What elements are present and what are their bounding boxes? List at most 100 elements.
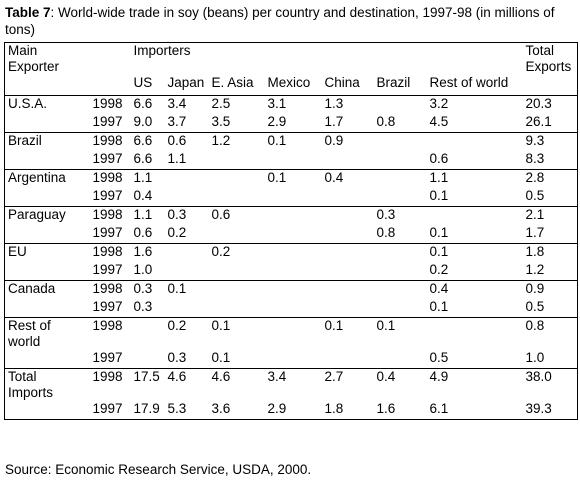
value-cell	[321, 243, 374, 262]
value-cell: 0.1	[429, 299, 449, 314]
value-cell: 0.2	[208, 243, 265, 262]
value-cell: 2.5	[208, 95, 265, 114]
value-cell: 0.8	[376, 114, 396, 129]
value-cell: 3.2	[426, 95, 523, 114]
year-cell: 1997	[92, 350, 123, 365]
value-cell: 9.0	[133, 114, 153, 129]
header-cell	[86, 75, 131, 96]
value-cell: 0.3	[164, 206, 209, 225]
value-cell: 0.1	[429, 225, 449, 240]
value-cell: 0.4	[426, 280, 523, 299]
source-note: Source: Economic Research Service, USDA,…	[5, 462, 312, 477]
year-cell: 1998	[86, 169, 131, 188]
value-cell: 17.5	[130, 368, 165, 401]
value-cell	[264, 206, 322, 225]
year-cell: 1997	[92, 151, 123, 166]
exporter-cell	[5, 299, 87, 318]
value-cell	[264, 317, 322, 350]
value-cell: 1.2	[525, 262, 545, 277]
value-cell: 0.3	[373, 206, 427, 225]
value-cell: 2.9	[267, 401, 287, 416]
value-cell: 0.3	[133, 299, 153, 314]
value-cell: 4.6	[164, 368, 209, 401]
value-cell: 0.6	[133, 225, 153, 240]
value-cell: 1.6	[130, 243, 165, 262]
value-cell	[165, 299, 209, 318]
value-cell: 1.8	[324, 401, 344, 416]
exporter-cell: Canada	[4, 280, 87, 299]
value-cell: 0.4	[321, 169, 374, 188]
value-cell: 2.8	[522, 169, 578, 188]
exporter-cell: U.S.A.	[4, 95, 87, 114]
value-cell	[264, 243, 322, 262]
exporter-cell: Total Imports	[4, 368, 87, 401]
value-cell	[322, 188, 374, 207]
value-cell: 5.3	[167, 401, 187, 416]
value-cell	[265, 188, 322, 207]
value-cell: 26.1	[525, 114, 552, 129]
value-cell: 20.3	[522, 95, 578, 114]
data-row: 1997 0.3 0.1 0.5 1.0	[5, 350, 578, 369]
value-cell: 1.7	[324, 114, 344, 129]
value-cell: 3.4	[264, 368, 322, 401]
value-cell: 0.5	[429, 350, 449, 365]
data-row: EU 1998 1.6 0.2 0.1 1.8	[4, 243, 578, 262]
value-cell: 2.7	[321, 368, 374, 401]
value-cell: 0.1	[426, 243, 523, 262]
exporter-cell	[5, 401, 87, 420]
value-cell	[322, 151, 374, 170]
value-cell	[164, 169, 209, 188]
column-header: Mexico	[264, 75, 322, 96]
value-cell: 6.6	[130, 95, 165, 114]
exporter-cell	[5, 225, 87, 244]
data-row: 1997 0.3 0.1 0.5	[5, 299, 578, 318]
value-cell: 1.8	[522, 243, 578, 262]
year-cell: 1997	[92, 188, 123, 203]
value-cell	[265, 262, 322, 281]
exporter-cell: Paraguay	[4, 206, 87, 225]
value-cell: 6.6	[130, 132, 165, 151]
header-row: US Japan E. Asia Mexico China Brazil Rest of w…	[4, 75, 578, 96]
value-cell: 1.0	[525, 350, 545, 365]
year-cell: 1998	[86, 280, 131, 299]
value-cell: 9.3	[522, 132, 578, 151]
value-cell: 3.5	[211, 114, 231, 129]
value-cell: 6.6	[133, 151, 153, 166]
header-cell	[4, 75, 87, 96]
title-label: Table 7	[5, 5, 51, 20]
value-cell: 3.1	[264, 95, 322, 114]
value-cell: 1.1	[130, 169, 165, 188]
value-cell: 1.1	[130, 206, 165, 225]
value-cell	[264, 280, 322, 299]
header-row: Main Exporter Importers Total Exports	[5, 43, 578, 76]
value-cell: 4.5	[429, 114, 449, 129]
value-cell	[208, 280, 265, 299]
value-cell: 0.1	[264, 169, 322, 188]
value-cell: 0.1	[321, 317, 374, 350]
header-cell: Total Exports	[525, 43, 572, 74]
value-cell: 0.6	[164, 132, 209, 151]
data-row: Canada 1998 0.3 0.1 0.4 0.9	[4, 280, 578, 299]
value-cell	[373, 243, 427, 262]
year-cell: 1997	[92, 114, 123, 129]
value-cell: 0.1	[429, 188, 449, 203]
value-cell	[321, 280, 374, 299]
value-cell	[208, 169, 265, 188]
value-cell	[373, 95, 427, 114]
header-cell: Importers	[133, 43, 191, 58]
column-header: China	[321, 75, 374, 96]
value-cell: 0.1	[264, 132, 322, 151]
header-cell	[87, 43, 131, 76]
value-cell	[322, 299, 374, 318]
value-cell: 0.1	[373, 317, 427, 350]
value-cell	[131, 350, 165, 369]
year-cell: 1998	[86, 243, 131, 262]
value-cell: 0.4	[133, 188, 153, 203]
value-cell: 1.2	[208, 132, 265, 151]
value-cell	[265, 350, 322, 369]
value-cell	[373, 169, 427, 188]
year-cell: 1998	[86, 317, 131, 350]
value-cell	[265, 151, 322, 170]
value-cell: 0.8	[376, 225, 396, 240]
